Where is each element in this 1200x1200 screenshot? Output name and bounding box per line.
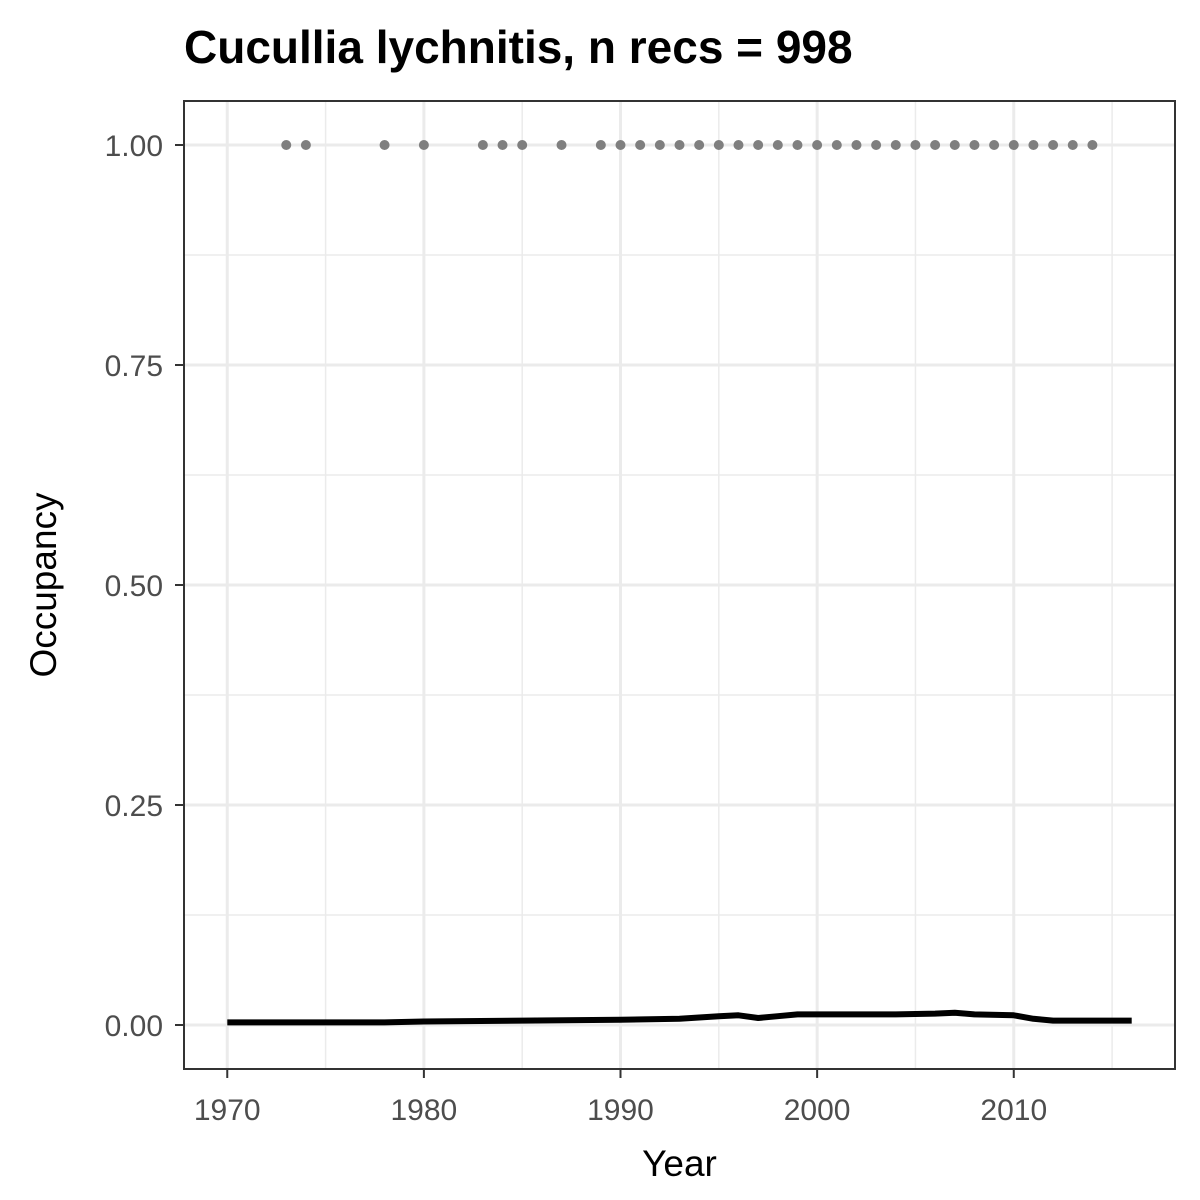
record-point — [281, 140, 292, 150]
record-point — [1008, 140, 1019, 150]
record-point — [556, 140, 567, 150]
record-point — [969, 140, 980, 150]
record-point — [812, 140, 823, 150]
record-point — [477, 140, 488, 150]
record-point — [890, 140, 901, 150]
record-point — [300, 140, 311, 150]
record-point — [851, 140, 862, 150]
y-tick-label: 0.50 — [105, 570, 163, 603]
record-point — [753, 140, 764, 150]
record-point — [871, 140, 882, 150]
x-tick-label: 1970 — [194, 1094, 261, 1127]
y-tick-label: 0.00 — [105, 1010, 163, 1043]
record-point — [635, 140, 646, 150]
record-point — [1028, 140, 1039, 150]
y-axis-title: Occupancy — [23, 492, 64, 678]
record-point — [497, 140, 508, 150]
chart-title: Cucullia lychnitis, n recs = 998 — [184, 21, 853, 73]
x-tick-label: 1990 — [587, 1094, 654, 1127]
y-tick-label: 0.75 — [105, 350, 163, 383]
y-tick-label: 1.00 — [105, 130, 163, 163]
record-point — [418, 140, 429, 150]
record-point — [1048, 140, 1059, 150]
record-point — [772, 140, 783, 150]
record-point — [654, 140, 665, 150]
record-point — [989, 140, 1000, 150]
record-point — [595, 140, 606, 150]
axes: 1970 1980 1990 2000 2010 0.00 0.25 0.50 0.75 1.00 — [105, 130, 1048, 1127]
record-point — [517, 140, 528, 150]
record-point — [713, 140, 724, 150]
x-axis-title: Year — [642, 1143, 717, 1184]
y-tick-label: 0.25 — [105, 790, 163, 823]
record-point — [1087, 140, 1098, 150]
occupancy-trend-line — [227, 1009, 1132, 1026]
record-point — [379, 140, 390, 150]
record-point — [694, 140, 705, 150]
x-tick-label: 1980 — [391, 1094, 458, 1127]
record-point — [615, 140, 626, 150]
x-tick-label: 2000 — [784, 1094, 851, 1127]
record-point — [949, 140, 960, 150]
record-point — [1067, 140, 1078, 150]
record-point — [733, 140, 744, 150]
record-point — [930, 140, 941, 150]
data-layer — [227, 140, 1132, 1026]
record-point — [792, 140, 803, 150]
record-point — [674, 140, 685, 150]
x-tick-label: 2010 — [980, 1094, 1047, 1127]
record-point — [910, 140, 921, 150]
record-point — [831, 140, 842, 150]
